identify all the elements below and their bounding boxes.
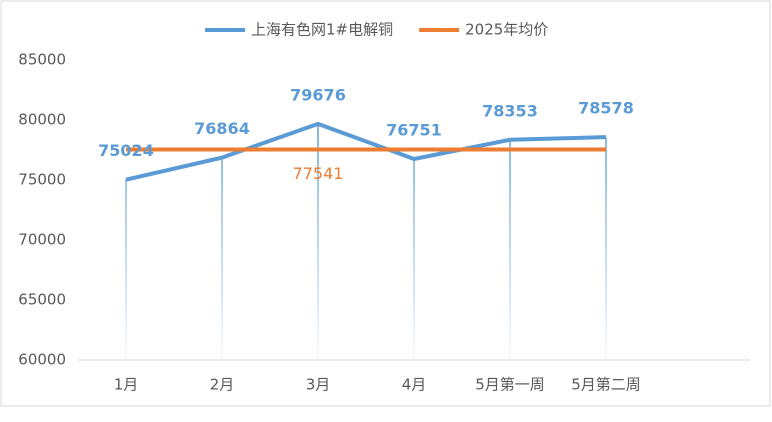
- x-tick-label: 5月第一周: [475, 376, 545, 394]
- data-label: 78353: [482, 101, 538, 120]
- data-label: 76751: [386, 120, 442, 139]
- y-tick-label: 65000: [18, 291, 66, 309]
- x-tick-label: 1月: [114, 376, 139, 394]
- legend-label: 2025年均价: [465, 21, 548, 39]
- x-tick-label: 4月: [402, 376, 427, 394]
- data-label: 78578: [578, 99, 634, 118]
- legend-label: 上海有色网1#电解铜: [251, 21, 393, 39]
- data-label: 76864: [194, 119, 250, 138]
- y-tick-label: 70000: [18, 231, 66, 249]
- x-tick-label: 5月第二周: [571, 376, 641, 394]
- data-label: 75024: [98, 141, 154, 160]
- series-line: [125, 121, 607, 182]
- y-tick-label: 75000: [18, 171, 66, 189]
- data-label: 79676: [290, 85, 346, 104]
- x-tick-label: 3月: [306, 376, 331, 394]
- y-tick-label: 80000: [18, 111, 66, 129]
- chart-border: [0, 0, 771, 407]
- y-tick-label: 85000: [18, 51, 66, 69]
- data-label: 77541: [293, 164, 344, 183]
- x-tick-label: 2月: [210, 376, 235, 394]
- y-tick-label: 60000: [18, 351, 66, 369]
